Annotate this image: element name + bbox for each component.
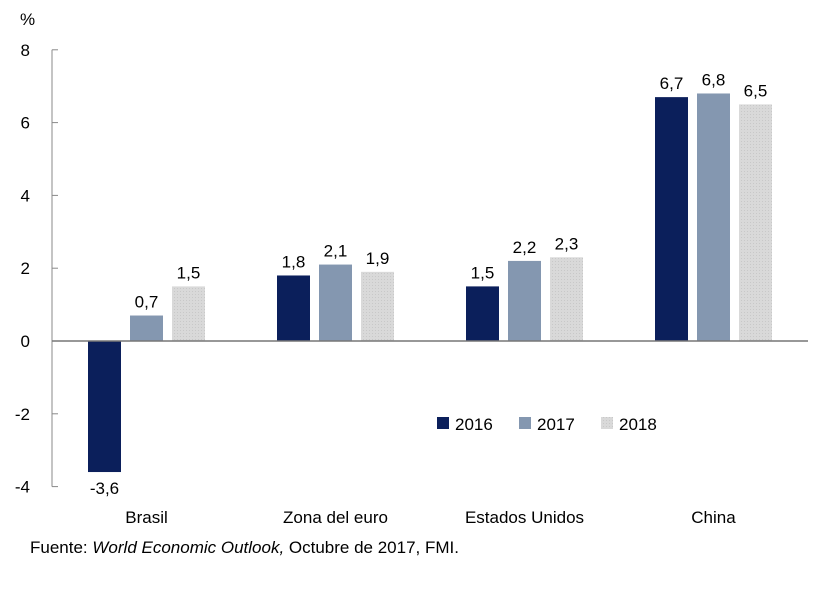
bar-2018-2 [550, 257, 583, 341]
x-tick-label: China [691, 508, 736, 527]
y-tick-label: -4 [15, 478, 30, 497]
y-tick-label: 4 [21, 186, 30, 205]
bar-2017-2 [508, 260, 541, 341]
y-axis-label: % [20, 10, 35, 29]
bar-2016-1 [277, 275, 310, 341]
source-suffix: Octubre de 2017, FMI. [284, 538, 459, 557]
x-tick-label: Brasil [125, 508, 168, 527]
legend-label: 2017 [537, 415, 575, 434]
bar-2018-3 [739, 104, 772, 342]
y-tick-label: 0 [21, 332, 30, 351]
y-tick-label: 2 [21, 259, 30, 278]
source-prefix: Fuente: [30, 538, 93, 557]
legend-label: 2018 [619, 415, 657, 434]
data-label: 6,5 [744, 81, 768, 100]
bar-2016-2 [466, 286, 499, 341]
legend-swatch-2018 [601, 417, 613, 429]
data-label: 6,7 [660, 74, 684, 93]
data-label: 1,9 [366, 249, 390, 268]
x-tick-label: Estados Unidos [465, 508, 584, 527]
bar-2017-1 [319, 264, 352, 341]
bar-chart: % -4 -2 0 2 4 6 8 -3,6 0,7 1,5 Brasil 1,8 2,1 1,9 Zona… [15, 10, 808, 527]
bar-2017-3 [697, 93, 730, 341]
legend-swatch-2017 [519, 417, 531, 429]
data-label: 1,8 [282, 252, 306, 271]
legend-swatch-2016 [437, 417, 449, 429]
source-note: Fuente: World Economic Outlook, Octubre … [30, 538, 459, 558]
data-label: 2,3 [555, 234, 579, 253]
bar-2018-0 [172, 286, 205, 341]
y-tick-label: 6 [21, 114, 30, 133]
bar-2016-0 [88, 341, 121, 473]
bar-2016-3 [655, 97, 688, 342]
data-label: 1,5 [471, 263, 495, 282]
y-tick-label: -2 [15, 405, 30, 424]
data-label: 6,8 [702, 70, 726, 89]
legend-label: 2016 [455, 415, 493, 434]
x-tick-label: Zona del euro [283, 508, 388, 527]
bar-2017-0 [130, 315, 163, 341]
data-label: 1,5 [177, 263, 201, 282]
y-tick-label: 8 [21, 41, 30, 60]
data-label: 0,7 [135, 293, 159, 312]
source-title: World Economic Outlook, [92, 538, 285, 557]
data-label: 2,1 [324, 242, 348, 261]
data-label: 2,2 [513, 238, 537, 257]
bar-2018-1 [361, 271, 394, 341]
data-label: -3,6 [90, 479, 119, 498]
